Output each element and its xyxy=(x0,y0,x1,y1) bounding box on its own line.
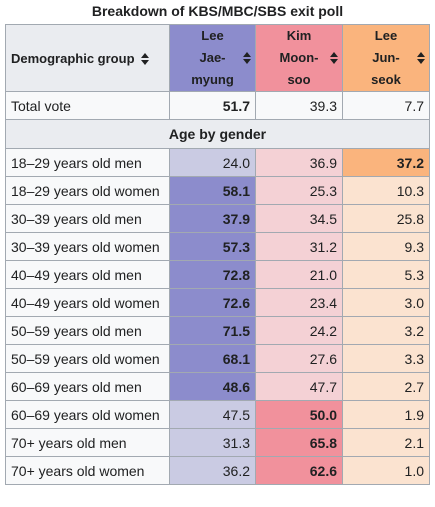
candidate-name-line: Lee xyxy=(374,28,398,43)
candidate-name-line: Jae- xyxy=(199,50,226,65)
table-row: 50–59 years old men 71.5 24.2 3.2 xyxy=(5,316,430,345)
table-row: 18–29 years old men 24.0 36.9 37.2 xyxy=(5,148,430,177)
value-cell: 47.7 xyxy=(255,372,343,401)
value-cell: 57.3 xyxy=(169,232,256,261)
value-cell: 9.3 xyxy=(342,232,430,261)
table-row: 40–49 years old men 72.8 21.0 5.3 xyxy=(5,260,430,289)
value-cell: 2.1 xyxy=(342,428,430,457)
value-cell: 25.3 xyxy=(255,176,343,205)
value-cell: 3.0 xyxy=(342,288,430,317)
row-label: 40–49 years old men xyxy=(5,260,170,289)
row-label: 50–59 years old women xyxy=(5,344,170,373)
value-cell: 65.8 xyxy=(255,428,343,457)
value-cell: 25.8 xyxy=(342,204,430,233)
value-cell: 58.1 xyxy=(169,176,256,205)
row-label: 30–39 years old women xyxy=(5,232,170,261)
table-row: 70+ years old women 36.2 62.6 1.0 xyxy=(5,456,430,485)
section-heading: Age by gender xyxy=(5,119,430,149)
value-cell: 5.3 xyxy=(342,260,430,289)
value-cell: 7.7 xyxy=(342,91,430,120)
table-row: 50–59 years old women 68.1 27.6 3.3 xyxy=(5,344,430,373)
value-cell: 71.5 xyxy=(169,316,256,345)
value-cell: 37.9 xyxy=(169,204,256,233)
value-cell: 39.3 xyxy=(255,91,343,120)
value-cell: 37.2 xyxy=(342,148,430,177)
value-cell: 3.3 xyxy=(342,344,430,373)
candidate-name-line: Lee xyxy=(201,28,224,43)
value-cell: 24.0 xyxy=(169,148,256,177)
candidate-name-line: Moon- xyxy=(279,50,319,65)
table-row: 60–69 years old women 47.5 50.0 1.9 xyxy=(5,400,430,429)
table-row: 30–39 years old women 57.3 31.2 9.3 xyxy=(5,232,430,261)
section-row-age-by-gender: Age by gender xyxy=(5,119,430,149)
candidate-name-line: soo xyxy=(287,72,311,87)
table-row-total-vote: Total vote 51.7 39.3 7.7 xyxy=(5,91,430,120)
row-label: 60–69 years old men xyxy=(5,372,170,401)
table-header-row: Demographic group Lee Jae- myung Kim Moo… xyxy=(5,24,430,92)
row-label: 50–59 years old men xyxy=(5,316,170,345)
value-cell: 51.7 xyxy=(169,91,256,120)
value-cell: 48.6 xyxy=(169,372,256,401)
value-cell: 1.9 xyxy=(342,400,430,429)
exit-poll-table: Demographic group Lee Jae- myung Kim Moo… xyxy=(5,24,430,485)
value-cell: 3.2 xyxy=(342,316,430,345)
value-cell: 24.2 xyxy=(255,316,343,345)
value-cell: 47.5 xyxy=(169,400,256,429)
value-cell: 21.0 xyxy=(255,260,343,289)
row-label: 18–29 years old men xyxy=(5,148,170,177)
value-cell: 1.0 xyxy=(342,456,430,485)
value-cell: 50.0 xyxy=(255,400,343,429)
value-cell: 36.2 xyxy=(169,456,256,485)
row-label: 70+ years old men xyxy=(5,428,170,457)
value-cell: 27.6 xyxy=(255,344,343,373)
value-cell: 34.5 xyxy=(255,204,343,233)
table-row: 70+ years old men 31.3 65.8 2.1 xyxy=(5,428,430,457)
row-label: 60–69 years old women xyxy=(5,400,170,429)
sort-icon[interactable] xyxy=(417,52,425,64)
value-cell: 72.8 xyxy=(169,260,256,289)
table-row: 18–29 years old women 58.1 25.3 10.3 xyxy=(5,176,430,205)
value-cell: 62.6 xyxy=(255,456,343,485)
value-cell: 31.2 xyxy=(255,232,343,261)
table-row: 40–49 years old women 72.6 23.4 3.0 xyxy=(5,288,430,317)
candidate-name-line: seok xyxy=(371,72,401,87)
sort-icon[interactable] xyxy=(243,52,251,64)
sort-icon[interactable] xyxy=(330,52,338,64)
value-cell: 2.7 xyxy=(342,372,430,401)
table-caption: Breakdown of KBS/MBC/SBS exit poll xyxy=(91,3,344,19)
table-row: 60–69 years old men 48.6 47.7 2.7 xyxy=(5,372,430,401)
header-candidate-lee-jae-myung[interactable]: Lee Jae- myung xyxy=(169,24,256,92)
value-cell: 10.3 xyxy=(342,176,430,205)
candidate-name-line: Kim xyxy=(286,28,312,43)
candidate-name-line: myung xyxy=(191,72,234,87)
header-candidate-kim-moon-soo[interactable]: Kim Moon- soo xyxy=(255,24,343,92)
sort-icon[interactable] xyxy=(140,52,149,65)
row-label: 18–29 years old women xyxy=(5,176,170,205)
value-cell: 36.9 xyxy=(255,148,343,177)
candidate-name-line: Jun- xyxy=(372,50,400,65)
row-label: Total vote xyxy=(5,91,170,120)
table-row: 30–39 years old men 37.9 34.5 25.8 xyxy=(5,204,430,233)
value-cell: 72.6 xyxy=(169,288,256,317)
header-demographic-group[interactable]: Demographic group xyxy=(5,24,170,92)
header-candidate-lee-jun-seok[interactable]: Lee Jun- seok xyxy=(342,24,430,92)
value-cell: 68.1 xyxy=(169,344,256,373)
value-cell: 23.4 xyxy=(255,288,343,317)
row-label: 40–49 years old women xyxy=(5,288,170,317)
row-label: 70+ years old women xyxy=(5,456,170,485)
row-label: 30–39 years old men xyxy=(5,204,170,233)
header-demographic-group-label: Demographic group xyxy=(11,51,135,67)
value-cell: 31.3 xyxy=(169,428,256,457)
